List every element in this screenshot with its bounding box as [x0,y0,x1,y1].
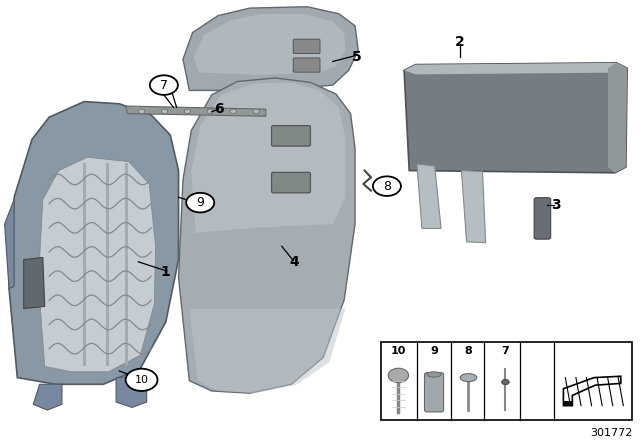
FancyBboxPatch shape [271,125,310,146]
Circle shape [161,109,168,114]
Polygon shape [461,171,486,243]
Circle shape [253,109,259,114]
Circle shape [138,109,145,114]
Text: 7: 7 [160,78,168,91]
Text: 8: 8 [465,346,472,356]
FancyBboxPatch shape [271,172,310,193]
Text: 5: 5 [352,50,362,64]
Circle shape [186,193,214,212]
Circle shape [230,109,237,114]
Polygon shape [9,102,179,384]
Polygon shape [194,14,346,75]
Polygon shape [4,199,14,289]
Text: 6: 6 [214,102,224,116]
Text: 9: 9 [196,196,204,209]
Circle shape [502,379,509,385]
Polygon shape [116,375,147,407]
Text: 1: 1 [161,265,171,279]
Circle shape [125,369,157,391]
Text: 3: 3 [551,198,561,212]
Circle shape [184,109,191,114]
Polygon shape [191,82,346,233]
Circle shape [150,75,178,95]
Text: 301772: 301772 [590,428,632,438]
FancyBboxPatch shape [293,58,320,72]
Polygon shape [179,78,355,393]
Ellipse shape [460,374,477,382]
FancyBboxPatch shape [534,198,550,239]
Polygon shape [24,258,45,309]
Polygon shape [33,384,62,410]
Text: 8: 8 [383,180,391,193]
Text: 7: 7 [502,346,509,356]
Polygon shape [38,157,156,372]
FancyBboxPatch shape [424,373,444,412]
Text: 10: 10 [390,346,406,356]
Polygon shape [608,63,627,173]
Text: 2: 2 [455,35,465,49]
Polygon shape [563,401,572,405]
Bar [381,342,632,420]
Text: 9: 9 [430,346,438,356]
Circle shape [207,109,214,114]
Polygon shape [417,164,441,228]
FancyBboxPatch shape [293,39,320,53]
Circle shape [388,368,408,383]
Polygon shape [183,7,358,90]
Text: 10: 10 [134,375,148,385]
Polygon shape [189,309,346,393]
Polygon shape [404,63,627,74]
Circle shape [373,177,401,196]
Ellipse shape [427,372,441,377]
Polygon shape [125,106,266,116]
Polygon shape [404,63,627,173]
Text: 4: 4 [290,255,300,269]
